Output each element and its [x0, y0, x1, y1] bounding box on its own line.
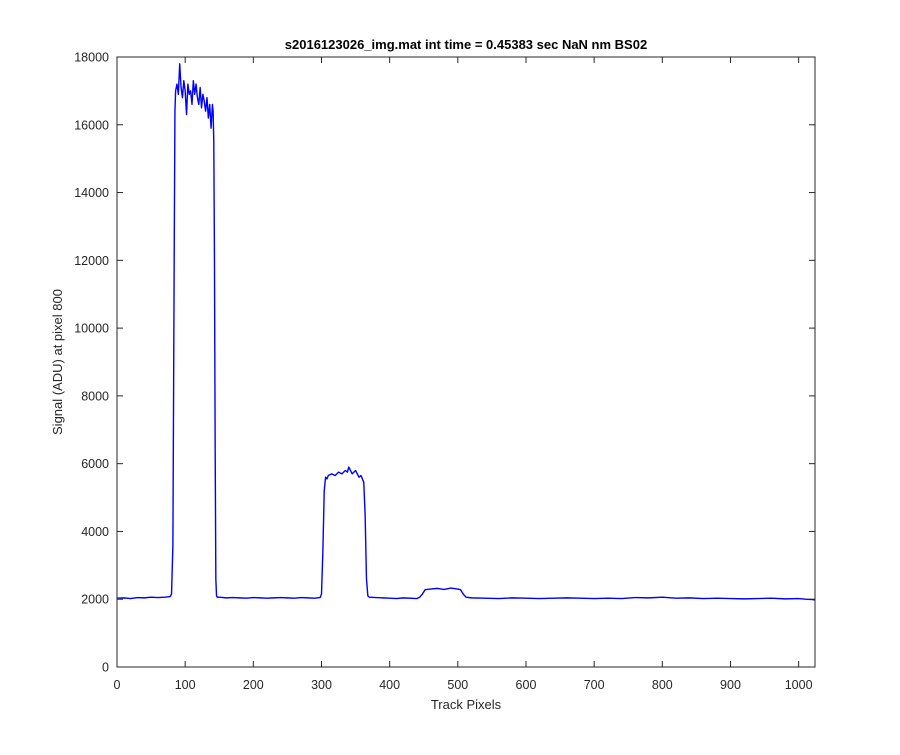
y-tick-label: 2000 — [81, 593, 109, 607]
y-tick-label: 4000 — [81, 525, 109, 539]
x-tick-label: 100 — [175, 678, 196, 692]
x-tick-label: 0 — [114, 678, 121, 692]
y-tick-label: 18000 — [74, 51, 109, 65]
y-axis-ticks: 0 2000 4000 6000 8000 10000 12000 14000 16000 180… — [74, 51, 815, 675]
y-tick-label: 6000 — [81, 457, 109, 471]
x-tick-label: 1000 — [785, 678, 813, 692]
y-tick-label: 16000 — [74, 118, 109, 132]
x-tick-label: 200 — [243, 678, 264, 692]
x-tick-label: 300 — [311, 678, 332, 692]
series-line-0 — [116, 63, 816, 601]
axes-frame — [116, 56, 816, 668]
x-axis-label: Track Pixels — [431, 697, 502, 712]
x-axis-ticks: 0 100 200 300 400 500 600 700 800 900 1000 — [114, 57, 813, 692]
x-tick-label: 700 — [584, 678, 605, 692]
x-tick-label: 900 — [720, 678, 741, 692]
y-tick-label: 10000 — [74, 322, 109, 336]
x-tick-label: 600 — [516, 678, 537, 692]
x-tick-label: 400 — [379, 678, 400, 692]
x-tick-label: 800 — [652, 678, 673, 692]
plot-area — [116, 63, 816, 601]
y-tick-label: 14000 — [74, 186, 109, 200]
chart-title: s2016123026_img.mat int time = 0.45383 s… — [285, 37, 647, 52]
y-axis-label: Signal (ADU) at pixel 800 — [50, 289, 65, 435]
y-tick-label: 8000 — [81, 389, 109, 403]
y-tick-label: 12000 — [74, 254, 109, 268]
x-tick-label: 500 — [447, 678, 468, 692]
y-tick-label: 0 — [102, 661, 109, 675]
